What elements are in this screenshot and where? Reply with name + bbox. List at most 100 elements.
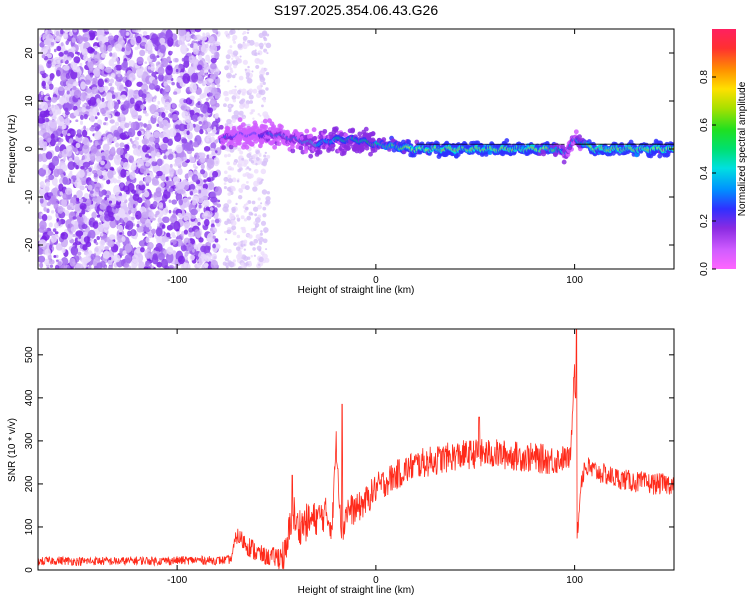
noise-speckle — [153, 130, 161, 139]
noise-speckle — [113, 184, 121, 196]
noise-speckle — [93, 238, 97, 244]
noise-speckle — [211, 128, 217, 134]
noise-speckle — [253, 146, 256, 149]
noise-speckle — [69, 202, 74, 207]
noise-speckle — [105, 194, 110, 199]
noise-speckle — [109, 52, 113, 57]
noise-speckle — [224, 220, 229, 226]
noise-speckle — [205, 97, 209, 101]
noise-speckle — [250, 111, 254, 115]
noise-speckle — [124, 243, 132, 253]
noise-speckle — [107, 211, 114, 218]
noise-speckle — [146, 146, 150, 150]
noise-speckle — [154, 195, 158, 199]
noise-speckle — [254, 222, 260, 228]
noise-speckle — [108, 253, 112, 257]
noise-speckle — [248, 167, 252, 171]
noise-speckle — [192, 248, 195, 253]
noise-speckle — [154, 142, 160, 150]
noise-speckle — [149, 53, 156, 60]
noise-speckle — [90, 253, 96, 260]
noise-speckle — [60, 133, 64, 138]
noise-speckle — [246, 42, 250, 47]
noise-speckle — [230, 57, 234, 60]
noise-speckle — [60, 173, 65, 178]
noise-speckle — [49, 244, 53, 250]
noise-speckle — [193, 188, 197, 194]
noise-speckle — [151, 179, 160, 186]
noise-speckle — [119, 132, 128, 140]
noise-speckle — [138, 184, 146, 191]
noise-speckle — [102, 221, 110, 228]
noise-speckle — [107, 114, 112, 119]
noise-speckle — [233, 110, 240, 116]
noise-speckle — [144, 219, 152, 228]
noise-speckle — [255, 64, 260, 69]
noise-speckle — [98, 190, 104, 197]
noise-speckle — [39, 180, 45, 188]
noise-speckle — [261, 178, 264, 181]
noise-speckle — [264, 151, 267, 155]
noise-speckle — [240, 215, 245, 220]
noise-speckle — [94, 178, 98, 183]
noise-speckle — [101, 53, 107, 58]
ridge-halo — [363, 126, 369, 132]
noise-speckle — [252, 206, 259, 212]
noise-speckle — [173, 91, 178, 95]
noise-speckle — [77, 215, 84, 225]
noise-speckle — [224, 170, 228, 175]
noise-speckle — [132, 212, 136, 217]
noise-speckle — [81, 155, 85, 160]
noise-speckle — [141, 93, 147, 99]
noise-speckle — [186, 242, 194, 252]
noise-speckle — [53, 57, 61, 65]
noise-speckle — [135, 210, 142, 220]
noise-speckle — [252, 186, 258, 192]
noise-speckle — [210, 136, 216, 142]
ridge-halo — [279, 124, 284, 130]
noise-speckle — [206, 107, 214, 114]
noise-speckle — [212, 235, 216, 239]
noise-speckle — [186, 31, 190, 35]
noise-speckle — [101, 44, 104, 48]
noise-speckle — [38, 226, 45, 233]
noise-speckle — [171, 199, 178, 205]
noise-speckle — [237, 194, 243, 200]
noise-speckle — [206, 232, 215, 244]
noise-speckle — [260, 68, 265, 74]
noise-speckle — [116, 82, 124, 92]
noise-speckle — [81, 209, 86, 215]
noise-speckle — [208, 92, 213, 97]
noise-speckle — [82, 37, 89, 43]
noise-speckle — [143, 123, 148, 128]
noise-speckle — [209, 226, 218, 234]
noise-speckle — [256, 177, 262, 182]
noise-speckle — [214, 91, 221, 99]
noise-speckle — [210, 62, 217, 70]
noise-speckle — [233, 161, 237, 166]
noise-speckle — [157, 217, 163, 224]
noise-speckle — [96, 145, 101, 150]
noise-speckle — [54, 231, 59, 235]
noise-speckle — [129, 97, 135, 105]
noise-speckle — [45, 84, 50, 90]
noise-speckle — [251, 50, 257, 56]
noise-speckle — [142, 238, 146, 242]
noise-speckle — [38, 255, 46, 263]
noise-speckle — [232, 259, 237, 263]
noise-speckle — [115, 202, 121, 209]
noise-speckle — [38, 234, 42, 238]
noise-speckle — [124, 122, 130, 129]
noise-speckle — [251, 200, 256, 205]
noise-speckle — [119, 142, 125, 148]
noise-speckle — [205, 73, 209, 76]
noise-speckle — [73, 29, 78, 33]
noise-speckle — [52, 228, 57, 232]
noise-speckle — [227, 79, 230, 83]
noise-speckle — [107, 44, 113, 52]
noise-speckle — [91, 211, 97, 219]
noise-speckle — [232, 231, 237, 236]
noise-speckle — [97, 78, 105, 88]
noise-speckle — [130, 121, 137, 130]
noise-speckle — [40, 91, 44, 96]
